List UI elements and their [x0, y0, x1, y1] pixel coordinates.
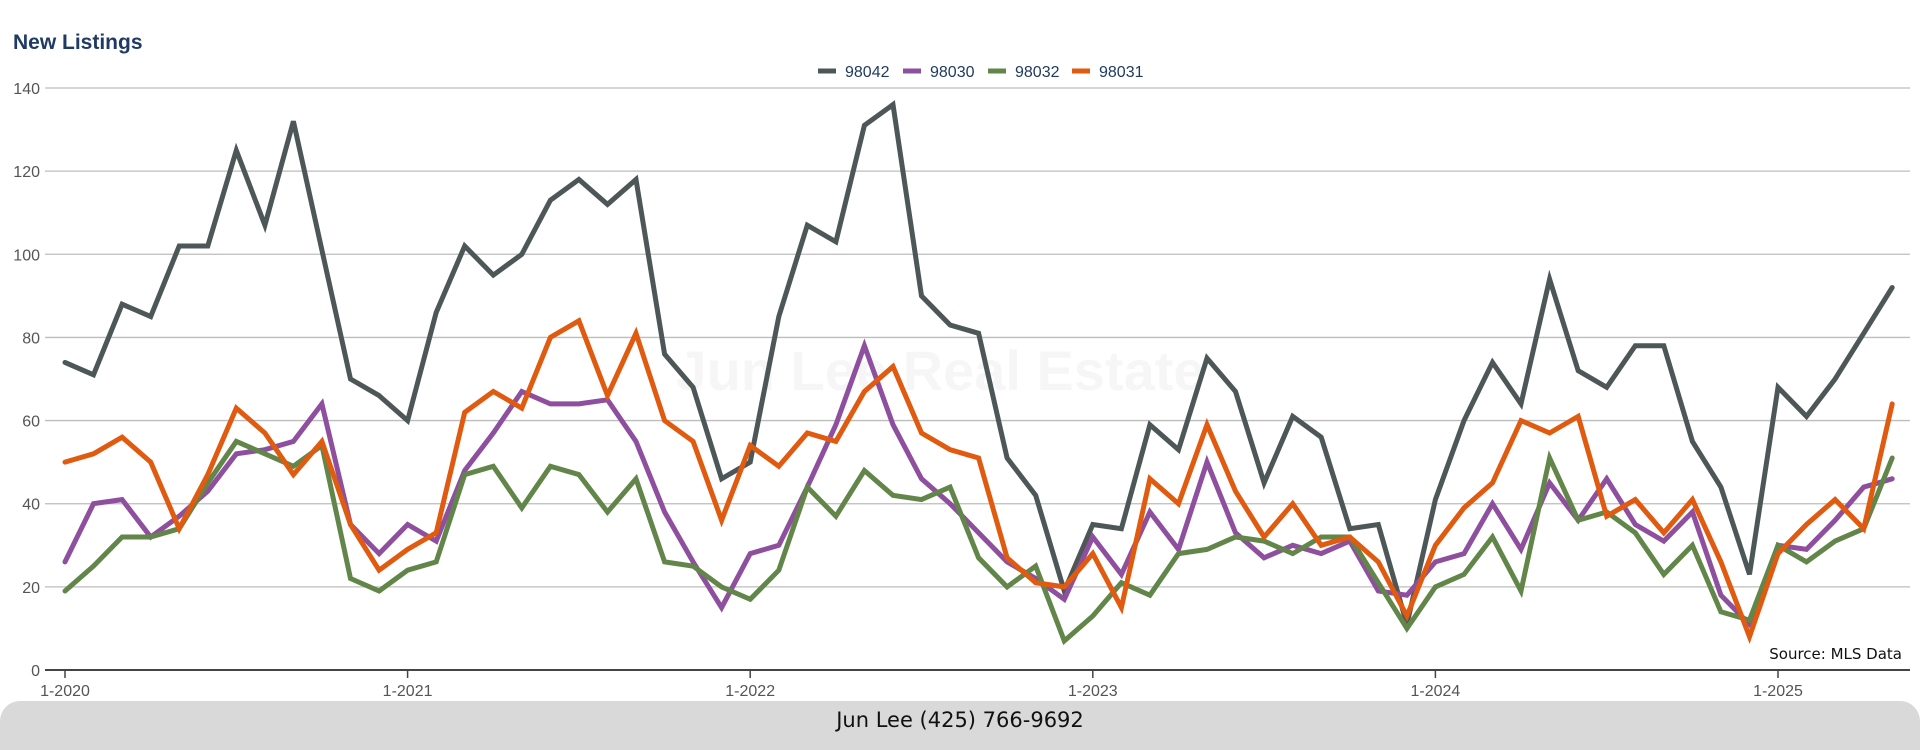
x-tick-label: 1-2023 [1068, 683, 1118, 700]
y-tick-label: 120 [13, 164, 40, 181]
x-tick-label: 1-2021 [383, 683, 433, 700]
y-tick-label: 80 [22, 330, 40, 347]
line-chart: Jun Lee Real Estate 0 20 40 60 80 100 120 140 1… [13, 64, 1910, 700]
series-lines [62, 100, 1895, 646]
contact-info: Jun Lee (425) 766-9692 [836, 708, 1084, 732]
footer-bar: Jun Lee (425) 766-9692 [0, 701, 1920, 750]
y-tick-label: 20 [22, 580, 40, 597]
y-tick-label: 0 [31, 663, 40, 680]
series-line-98031 [62, 317, 1895, 645]
x-axis: 1-2020 1-2021 1-2022 1-2023 1-2024 1-2025 [40, 669, 1910, 700]
x-tick-label: 1-2022 [725, 683, 775, 700]
x-tick-label: 1-2024 [1410, 683, 1460, 700]
series-line-98032 [62, 438, 1895, 646]
source-note: Source: MLS Data [1769, 645, 1902, 663]
y-axis: 0 20 40 60 80 100 120 140 [13, 81, 40, 680]
legend-label: 98042 [845, 64, 890, 81]
y-tick-label: 40 [22, 497, 40, 514]
x-tick-label: 1-2025 [1753, 683, 1803, 700]
legend-label: 98031 [1099, 64, 1144, 81]
y-tick-label: 100 [13, 247, 40, 264]
y-tick-label: 140 [13, 81, 40, 98]
chart-title: New Listings [13, 31, 143, 54]
x-tick-label: 1-2020 [40, 683, 90, 700]
watermark-text: Jun Lee Real Estate [675, 339, 1204, 402]
y-tick-label: 60 [22, 414, 40, 431]
legend: 98042 98030 98032 98031 [818, 64, 1144, 81]
series-line-98030 [62, 338, 1895, 629]
legend-label: 98032 [1015, 64, 1060, 81]
series-line-98042 [62, 100, 1895, 625]
legend-label: 98030 [930, 64, 975, 81]
